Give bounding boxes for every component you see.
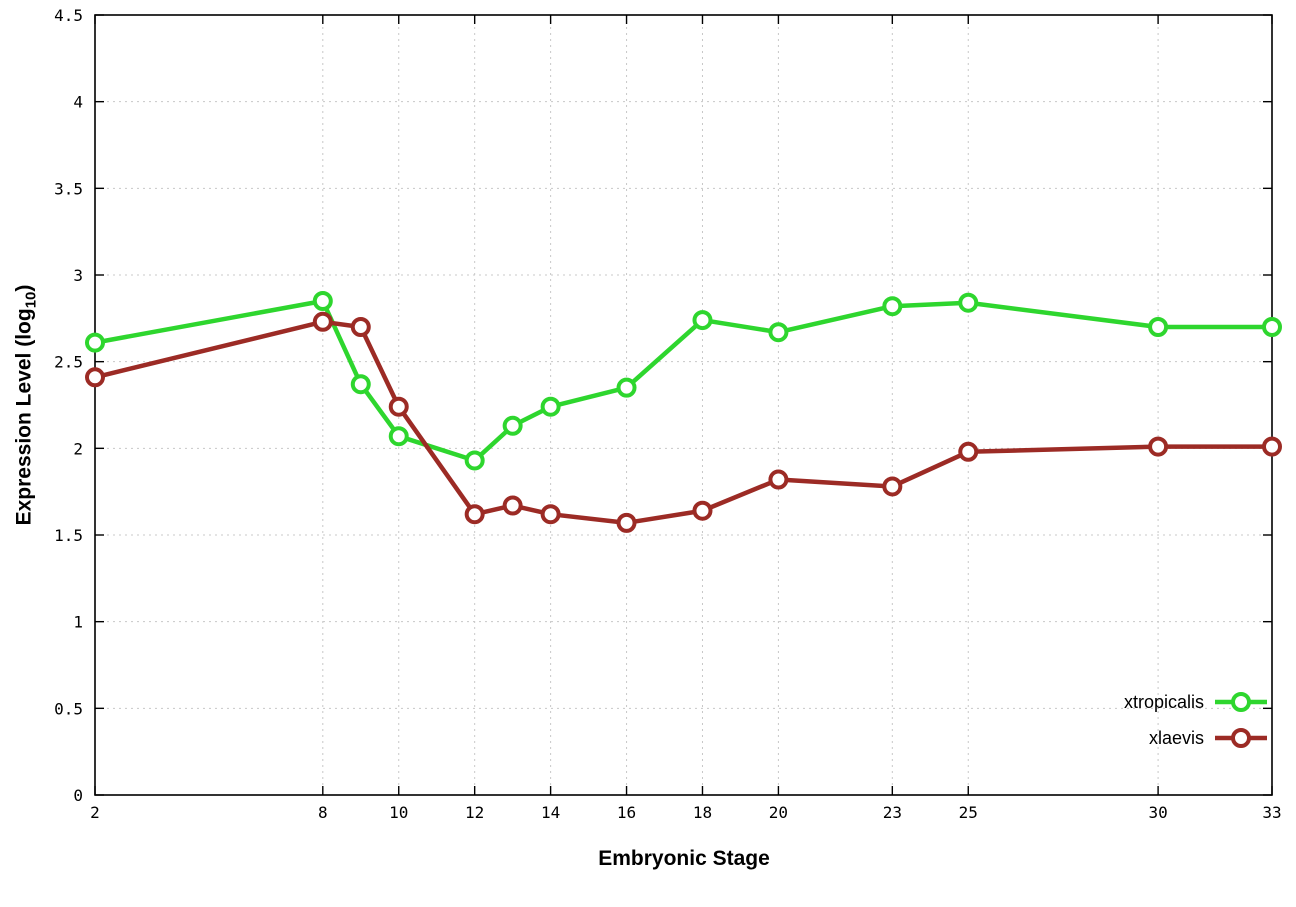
data-point-xtropicalis [958,292,979,313]
data-point-xtropicalis [1148,317,1169,337]
data-point-xtropicalis [692,310,713,331]
x-axis-title: Embryonic Stage [598,847,770,870]
data-point-xtropicalis [464,450,485,471]
y-tick-label: 0 [73,786,83,805]
data-point-xlaevis [85,367,105,388]
x-tick-label: 20 [769,803,788,822]
legend-sample-xtropicalis [1215,692,1267,712]
y-tick-label: 4.5 [54,6,83,25]
legend-label-xlaevis: xlaevis [1148,727,1204,748]
legend-sample-marker [1231,728,1251,748]
data-point-xlaevis [388,396,409,417]
x-tick-label: 25 [959,803,978,822]
data-point-xlaevis [1148,436,1169,457]
x-tick-label: 16 [617,803,636,822]
legend-label-xtropicalis: xtropicalis [1123,691,1204,712]
legend: xtropicalis xlaevis [1124,684,1270,756]
y-axis-title: Expression Level (log10) [12,285,39,526]
data-point-xtropicalis [85,332,105,353]
y-axis-title-text: Expression Level (log [12,308,36,526]
data-point-xlaevis [540,504,561,525]
data-point-xlaevis [692,500,713,521]
data-point-xlaevis [958,441,979,462]
x-tick-label: 23 [883,803,902,822]
data-point-xlaevis [312,311,333,332]
y-tick-label: 2 [73,439,83,458]
data-point-xlaevis [882,476,903,497]
x-tick-label: 12 [465,803,484,822]
x-tick-label: 18 [693,803,712,822]
y-tick-label: 3 [73,266,83,285]
y-tick-label: 4 [73,93,83,112]
data-point-xtropicalis [1262,317,1282,337]
x-tick-label: 30 [1148,803,1167,822]
data-point-xlaevis [350,317,371,337]
y-tick-label: 0.5 [54,699,83,718]
data-point-xtropicalis [388,426,409,447]
legend-sample-xlaevis [1215,728,1267,748]
legend-item-xlaevis: xlaevis [1124,720,1270,756]
data-point-xlaevis [768,469,789,490]
x-tick-label: 8 [318,803,328,822]
data-point-xlaevis [616,512,637,533]
y-tick-label: 3.5 [54,179,83,198]
data-point-xtropicalis [616,377,637,398]
y-axis-title-suffix: ) [12,284,36,292]
legend-sample-marker [1231,692,1251,712]
data-point-xtropicalis [882,296,903,317]
data-point-xtropicalis [768,322,789,343]
data-point-xlaevis [464,504,485,525]
plot-border [94,14,1273,796]
x-tick-label: 33 [1262,803,1281,822]
x-tick-label: 14 [541,803,560,822]
x-tick-label: 10 [389,803,408,822]
y-axis-title-subscript: 10 [22,291,40,309]
data-point-xlaevis [502,495,523,516]
data-point-xtropicalis [502,415,523,436]
data-point-xtropicalis [350,374,371,395]
series-line-xlaevis [92,319,1275,526]
y-tick-label: 1 [73,613,83,632]
y-tick-label: 2.5 [54,353,83,372]
data-point-xtropicalis [312,291,333,311]
y-tick-label: 1.5 [54,526,83,545]
data-point-xlaevis [1262,436,1282,457]
legend-item-xtropicalis: xtropicalis [1124,684,1270,720]
data-point-xtropicalis [540,396,561,417]
series-line-xtropicalis [92,298,1275,463]
x-tick-label: 2 [90,803,100,822]
